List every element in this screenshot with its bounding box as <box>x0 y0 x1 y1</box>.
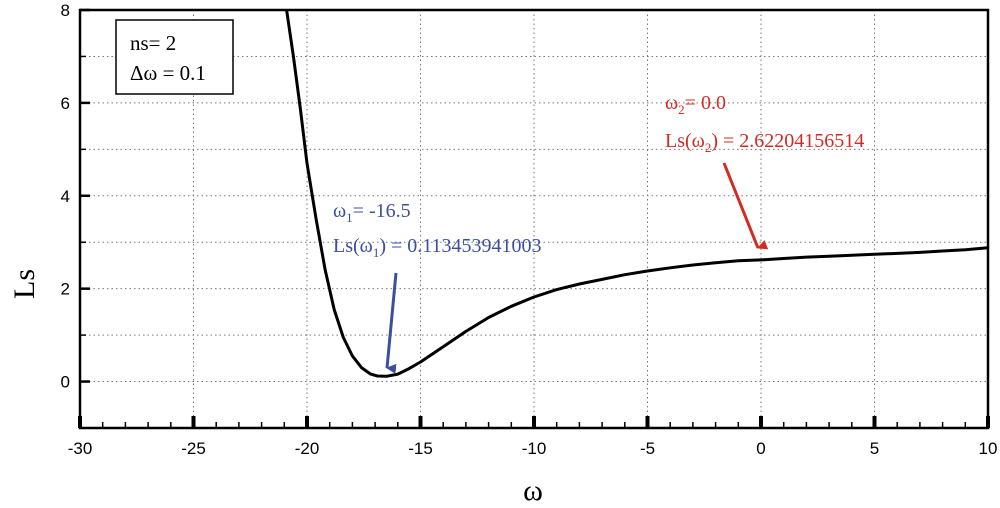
annotation-zero: ω2= 0.0 Ls(ω2) = 2.62204156514 <box>665 92 864 250</box>
legend-frame <box>115 19 234 95</box>
x-axis-title: ω <box>523 474 543 507</box>
annotation-zero-line1: ω2= 0.0 <box>665 92 726 117</box>
annotation-min-line1: ω1= -16.5 <box>333 200 411 225</box>
annotation-min-arrow <box>385 272 398 374</box>
legend-dw: Δω = 0.1 <box>130 61 206 85</box>
series-line <box>285 9 989 378</box>
plot-frame <box>78 8 990 430</box>
x-tick-label: 0 <box>756 439 765 458</box>
annotation-zero-arrow <box>722 162 769 250</box>
x-tick-label: 10 <box>979 439 998 458</box>
y-tick-label: 8 <box>61 1 70 20</box>
x-tick-label: -10 <box>522 439 547 458</box>
y-axis-title: Ls <box>8 269 41 299</box>
x-tick-label: 5 <box>870 439 879 458</box>
series-layer <box>285 9 989 378</box>
legend-ns: ns= 2 <box>130 31 176 55</box>
x-tick-label: -20 <box>295 439 320 458</box>
y-tick-label: 4 <box>61 187 70 206</box>
ticks: -30 -25 -20 -15 -10 -5 0 5 10 0 2 4 6 8 <box>61 1 998 458</box>
x-tick-label: -15 <box>408 439 433 458</box>
x-tick-label: -25 <box>181 439 206 458</box>
y-tick-label: 0 <box>61 373 70 392</box>
annotation-min-line2: Ls(ω1) = 0.113453941003 <box>333 235 542 260</box>
y-tick-label: 2 <box>61 280 70 299</box>
annotation-zero-line2: Ls(ω2) = 2.62204156514 <box>665 130 864 155</box>
annotation-min: ω1= -16.5 Ls(ω1) = 0.113453941003 <box>333 200 542 374</box>
legend-box: ns= 2 Δω = 0.1 <box>115 19 234 95</box>
x-tick-label: -5 <box>640 439 655 458</box>
grid <box>80 10 988 428</box>
y-tick-label: 6 <box>61 94 70 113</box>
x-tick-label: -30 <box>68 439 93 458</box>
